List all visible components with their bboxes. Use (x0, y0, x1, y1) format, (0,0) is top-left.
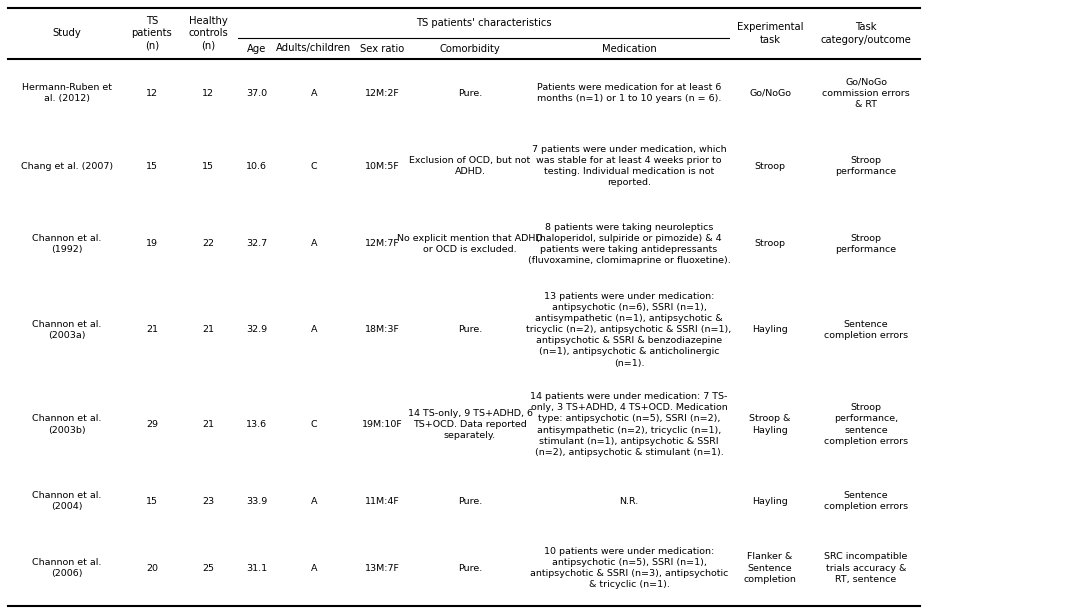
Text: 21: 21 (146, 325, 158, 335)
Text: Pure.: Pure. (458, 325, 482, 335)
Text: Go/NoGo
commission errors
& RT: Go/NoGo commission errors & RT (822, 78, 909, 109)
Text: 19M:10F: 19M:10F (361, 420, 402, 429)
Text: 18M:3F: 18M:3F (364, 325, 400, 335)
Text: 25: 25 (202, 563, 214, 573)
Text: 10.6: 10.6 (246, 162, 267, 171)
Text: Sentence
completion errors: Sentence completion errors (823, 320, 908, 340)
Text: 13M:7F: 13M:7F (364, 563, 400, 573)
Text: Healthy
controls
(n): Healthy controls (n) (188, 16, 228, 51)
Text: Chang et al. (2007): Chang et al. (2007) (20, 162, 113, 171)
Text: Age: Age (247, 44, 267, 54)
Text: 22: 22 (202, 239, 214, 248)
Text: Flanker &
Sentence
completion: Flanker & Sentence completion (744, 552, 797, 584)
Text: A: A (311, 239, 317, 248)
Text: Study: Study (53, 28, 82, 39)
Text: 13.6: 13.6 (246, 420, 267, 429)
Text: 19: 19 (146, 239, 158, 248)
Text: Sentence
completion errors: Sentence completion errors (823, 491, 908, 511)
Text: SRC incompatible
trials accuracy &
RT, sentence: SRC incompatible trials accuracy & RT, s… (825, 552, 907, 584)
Text: Stroop
performance: Stroop performance (835, 156, 897, 177)
Text: Channon et al.
(2003b): Channon et al. (2003b) (32, 415, 102, 435)
Text: 12: 12 (202, 89, 214, 98)
Text: Pure.: Pure. (458, 89, 482, 98)
Text: 12: 12 (146, 89, 158, 98)
Text: Stroop: Stroop (755, 162, 786, 171)
Text: Sex ratio: Sex ratio (360, 44, 404, 54)
Text: 21: 21 (202, 325, 214, 335)
Text: Adults/children: Adults/children (276, 44, 352, 54)
Text: Stroop &
Hayling: Stroop & Hayling (749, 415, 791, 435)
Text: 37.0: 37.0 (246, 89, 267, 98)
Text: Hayling: Hayling (752, 325, 788, 335)
Text: 10M:5F: 10M:5F (364, 162, 400, 171)
Text: 32.9: 32.9 (246, 325, 267, 335)
Text: A: A (311, 563, 317, 573)
Text: N.R.: N.R. (619, 496, 639, 506)
Text: TS
patients
(n): TS patients (n) (131, 16, 172, 51)
Text: A: A (311, 89, 317, 98)
Text: Pure.: Pure. (458, 563, 482, 573)
Text: A: A (311, 325, 317, 335)
Text: Channon et al.
(1992): Channon et al. (1992) (32, 234, 102, 254)
Text: 12M:2F: 12M:2F (364, 89, 400, 98)
Text: C: C (311, 162, 317, 171)
Text: 15: 15 (146, 162, 158, 171)
Text: Medication: Medication (602, 44, 657, 54)
Text: 15: 15 (202, 162, 214, 171)
Text: No explicit mention that ADHD
or OCD is excluded.: No explicit mention that ADHD or OCD is … (397, 234, 543, 254)
Text: Stroop
performance,
sentence
completion errors: Stroop performance, sentence completion … (823, 403, 908, 446)
Text: 14 patients were under medication: 7 TS-
only, 3 TS+ADHD, 4 TS+OCD. Medication
t: 14 patients were under medication: 7 TS-… (530, 392, 728, 457)
Text: 23: 23 (202, 496, 214, 506)
Text: 10 patients were under medication:
antipsychotic (n=5), SSRI (n=1),
antipsychoti: 10 patients were under medication: antip… (530, 547, 728, 589)
Text: 11M:4F: 11M:4F (364, 496, 400, 506)
Text: 32.7: 32.7 (246, 239, 267, 248)
Text: Exclusion of OCD, but not
ADHD.: Exclusion of OCD, but not ADHD. (410, 156, 531, 177)
Text: 29: 29 (146, 420, 158, 429)
Text: 33.9: 33.9 (246, 496, 267, 506)
Text: C: C (311, 420, 317, 429)
Text: Stroop: Stroop (755, 239, 786, 248)
Text: A: A (311, 496, 317, 506)
Text: 7 patients were under medication, which
was stable for at least 4 weeks prior to: 7 patients were under medication, which … (532, 145, 727, 188)
Text: Stroop
performance: Stroop performance (835, 234, 897, 254)
Text: Channon et al.
(2004): Channon et al. (2004) (32, 491, 102, 511)
Text: Channon et al.
(2003a): Channon et al. (2003a) (32, 320, 102, 340)
Text: 12M:7F: 12M:7F (364, 239, 400, 248)
Text: 31.1: 31.1 (246, 563, 267, 573)
Text: 21: 21 (202, 420, 214, 429)
Text: Hermann-Ruben et
al. (2012): Hermann-Ruben et al. (2012) (22, 84, 112, 103)
Text: 8 patients were taking neuroleptics
(haloperidol, sulpiride or pimozide) & 4
pat: 8 patients were taking neuroleptics (hal… (528, 223, 730, 265)
Text: Channon et al.
(2006): Channon et al. (2006) (32, 558, 102, 578)
Text: Task
category/outcome: Task category/outcome (820, 22, 912, 45)
Text: Experimental
task: Experimental task (736, 22, 803, 45)
Text: 20: 20 (146, 563, 158, 573)
Text: TS patients' characteristics: TS patients' characteristics (416, 18, 551, 28)
Text: 15: 15 (146, 496, 158, 506)
Text: Patients were medication for at least 6
months (n=1) or 1 to 10 years (n = 6).: Patients were medication for at least 6 … (536, 84, 721, 103)
Text: Hayling: Hayling (752, 496, 788, 506)
Text: 13 patients were under medication:
antipsychotic (n=6), SSRI (n=1),
antisympathe: 13 patients were under medication: antip… (527, 292, 732, 368)
Text: 14 TS-only, 9 TS+ADHD, 6
TS+OCD. Data reported
separately.: 14 TS-only, 9 TS+ADHD, 6 TS+OCD. Data re… (407, 409, 532, 440)
Text: Pure.: Pure. (458, 496, 482, 506)
Text: Comorbidity: Comorbidity (440, 44, 500, 54)
Text: Go/NoGo: Go/NoGo (749, 89, 791, 98)
